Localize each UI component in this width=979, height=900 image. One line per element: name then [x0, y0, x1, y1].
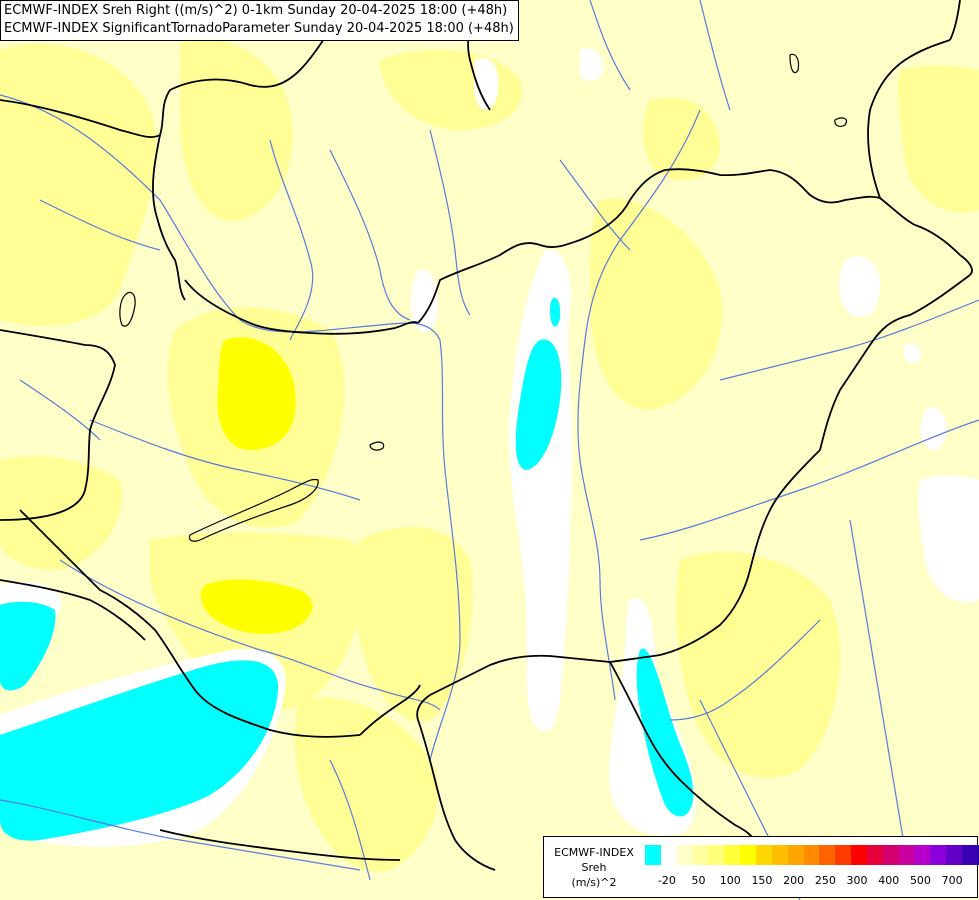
legend-swatch	[771, 845, 788, 865]
legend-swatch	[676, 845, 693, 865]
legend-tick-label: -20	[657, 874, 676, 887]
legend-swatch	[946, 845, 963, 865]
legend-swatch	[866, 845, 883, 865]
field-cyan	[0, 297, 694, 841]
river-sava	[0, 799, 361, 871]
river-west-2	[19, 379, 101, 441]
field-light-yellow	[0, 38, 979, 872]
river-olt	[849, 519, 911, 881]
legend-swatch	[755, 845, 772, 865]
river-drava	[59, 559, 441, 711]
map-title-line-1: ECMWF-INDEX Sreh Right ((m/s)^2) 0-1km S…	[4, 3, 508, 18]
lake-balaton	[188, 478, 319, 542]
legend-swatch	[819, 845, 836, 865]
lakes	[119, 53, 848, 542]
border-hungary-romania	[609, 449, 821, 663]
border-croatia-serbia	[417, 719, 496, 871]
river-raba	[89, 419, 361, 501]
legend-swatch	[660, 845, 677, 865]
river-somes	[719, 299, 979, 381]
legend-tick-label: 300	[846, 874, 868, 887]
river-timis	[669, 619, 821, 721]
river-sajo	[559, 159, 631, 251]
field-yellow	[200, 337, 313, 635]
lake-small-3	[834, 117, 848, 127]
legend-tick-label: 100	[719, 874, 741, 887]
color-legend: ECMWF-INDEX Sreh (m/s)^2 -20 50 100 150 200 2…	[543, 836, 979, 898]
map-title-line-2: ECMWF-INDEX SignificantTornadoParameter …	[4, 21, 514, 36]
river-morava	[269, 139, 314, 341]
country-borders	[0, 0, 973, 871]
river-drina	[329, 759, 371, 881]
river-vah	[329, 149, 411, 321]
legend-tick-label: 50	[691, 874, 706, 887]
border-ukraine-west	[879, 197, 973, 276]
legend-variable: Sreh	[581, 861, 607, 874]
legend-swatch	[740, 845, 757, 865]
legend-tick-label: 500	[909, 874, 931, 887]
border-hungary-serbia	[416, 654, 611, 721]
border-ukraine-hungary	[867, 39, 951, 199]
legend-swatch	[962, 845, 978, 865]
border-serbia-romania	[609, 661, 759, 846]
legend-tick-label: 150	[751, 874, 773, 887]
border-ukraine-romania	[819, 274, 971, 451]
border-austria-slovenia	[19, 509, 361, 738]
border-austria-west	[0, 329, 116, 521]
legend-swatch	[708, 845, 725, 865]
border-slovenia-croatia	[0, 579, 146, 641]
river-west-1	[39, 199, 161, 251]
border-bih-north	[159, 829, 401, 861]
legend-swatch	[898, 845, 915, 865]
legend-tick-label: 200	[783, 874, 805, 887]
legend-swatch	[692, 845, 709, 865]
border-croatia-hungary	[359, 684, 421, 736]
river-north-2	[589, 0, 631, 91]
border-romania-north	[949, 0, 961, 41]
legend-swatch	[851, 845, 868, 865]
legend-tick-label: 250	[814, 874, 836, 887]
border-czech-slovakia	[152, 134, 186, 301]
border-austria-hungary	[184, 279, 419, 335]
river-hron	[429, 129, 471, 316]
lake-small-2	[789, 53, 800, 74]
legend-swatch	[914, 845, 931, 865]
legend-swatch	[803, 845, 820, 865]
legend-swatch	[977, 845, 979, 865]
legend-swatch	[645, 845, 661, 865]
legend-swatch	[930, 845, 947, 865]
border-slovakia-hungary	[417, 168, 881, 324]
legend-swatch	[835, 845, 852, 865]
legend-swatch	[724, 845, 741, 865]
map-title-box: ECMWF-INDEX Sreh Right ((m/s)^2) 0-1km S…	[0, 0, 519, 41]
river-north-1	[699, 0, 731, 111]
legend-swatch	[882, 845, 899, 865]
legend-title: ECMWF-INDEX	[554, 846, 634, 859]
river-mures	[639, 419, 979, 541]
legend-tick-label: 400	[878, 874, 900, 887]
legend-unit: (m/s)^2	[571, 876, 617, 889]
legend-swatch	[787, 845, 804, 865]
lake-small-1	[369, 441, 385, 451]
river-tisza	[577, 109, 701, 701]
legend-tick-label: 700	[941, 874, 963, 887]
lake-neusiedl	[119, 291, 136, 327]
